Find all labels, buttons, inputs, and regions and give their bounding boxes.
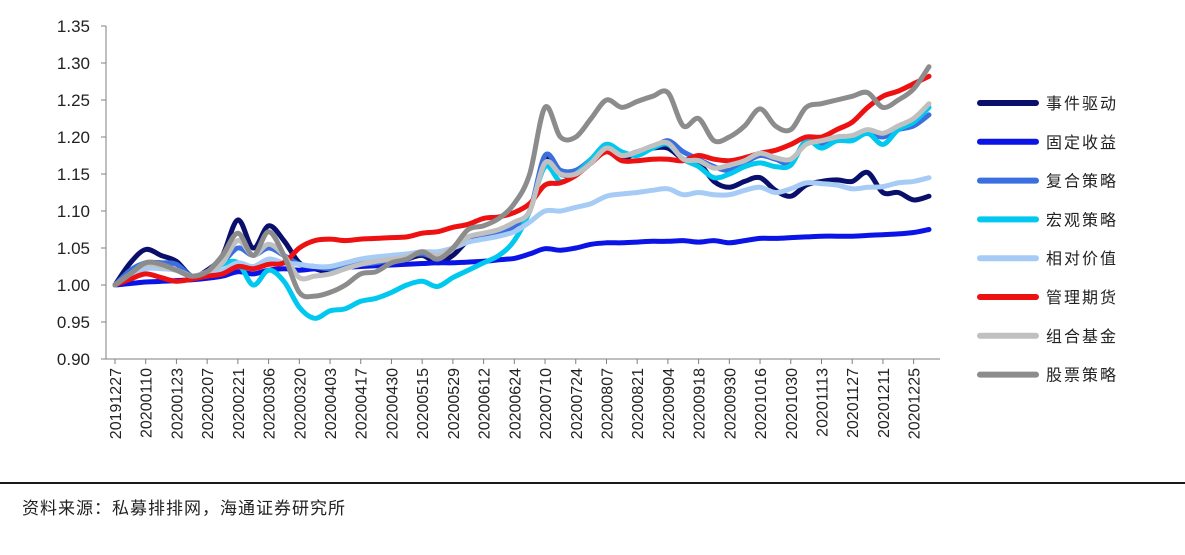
x-tick-label: 20200110 bbox=[139, 368, 156, 438]
legend-label: 管理期货 bbox=[1046, 288, 1118, 307]
x-tick-label: 20200417 bbox=[354, 368, 371, 439]
x-tick-label: 20200918 bbox=[692, 368, 709, 439]
x-tick-label: 20200221 bbox=[231, 368, 248, 439]
x-tick-label: 20200123 bbox=[169, 368, 186, 439]
source-note: 资料来源：私募排排网，海通证券研究所 bbox=[22, 499, 346, 519]
x-tick-label: 20200724 bbox=[569, 368, 586, 439]
y-tick-label: 1.10 bbox=[57, 202, 90, 221]
x-tick-label: 20200403 bbox=[323, 368, 340, 439]
x-tick-label: 20201030 bbox=[784, 368, 801, 439]
x-tick-label: 20200807 bbox=[599, 368, 616, 439]
x-tick-label: 20201113 bbox=[814, 368, 831, 437]
y-tick-label: 0.95 bbox=[57, 313, 90, 332]
x-tick-label: 20200515 bbox=[415, 368, 432, 439]
series-line-固定收益 bbox=[112, 227, 932, 288]
x-tick-label: 20201225 bbox=[907, 368, 924, 439]
x-tick-label: 20200821 bbox=[630, 368, 647, 439]
x-tick-label: 20200612 bbox=[477, 368, 494, 439]
legend-label: 相对价值 bbox=[1046, 249, 1118, 268]
legend-label: 事件驱动 bbox=[1046, 94, 1118, 113]
x-tick-label: 20200624 bbox=[507, 368, 524, 439]
x-axis: 20191227 20200110 20200123 20200207 20200221… bbox=[106, 358, 940, 439]
x-tick-label: 20201211 bbox=[876, 368, 893, 438]
series-lines bbox=[112, 64, 932, 321]
x-tick-label: 20200430 bbox=[384, 368, 401, 439]
y-tick-label: 1.25 bbox=[57, 91, 90, 110]
x-tick-label: 20200930 bbox=[722, 368, 739, 439]
x-tick-label: 20200529 bbox=[446, 368, 463, 439]
y-tick-label: 1.05 bbox=[57, 239, 90, 258]
legend-label: 复合策略 bbox=[1046, 172, 1118, 191]
y-tick-label: 1.00 bbox=[57, 276, 90, 295]
legend-label: 组合基金 bbox=[1046, 327, 1118, 346]
legend-label: 固定收益 bbox=[1046, 133, 1118, 152]
legend-label: 宏观策略 bbox=[1046, 210, 1118, 229]
series-line-管理期货 bbox=[112, 73, 932, 288]
x-tick-label: 20201127 bbox=[845, 368, 862, 438]
legend-label: 股票策略 bbox=[1046, 366, 1118, 385]
y-tick-label: 1.35 bbox=[57, 17, 90, 36]
x-tick-label: 20200710 bbox=[538, 368, 555, 439]
x-tick-label: 20201016 bbox=[753, 368, 770, 439]
y-tick-label: 0.90 bbox=[57, 350, 90, 369]
y-axis: 0.90 0.95 1.00 1.05 1.10 1.15 1.20 1.25 1.30 1.35 bbox=[57, 17, 107, 369]
x-tick-label: 20200207 bbox=[200, 368, 217, 439]
x-tick-label: 20200320 bbox=[292, 368, 309, 439]
footer-divider bbox=[0, 482, 1185, 484]
x-tick-label: 20200904 bbox=[661, 368, 678, 439]
series-line-股票策略 bbox=[112, 64, 932, 300]
y-tick-label: 1.20 bbox=[57, 128, 90, 147]
x-tick-label: 20191227 bbox=[108, 368, 125, 439]
y-tick-label: 1.15 bbox=[57, 165, 90, 184]
x-tick-label: 20200306 bbox=[262, 368, 279, 439]
y-tick-label: 1.30 bbox=[57, 54, 90, 73]
